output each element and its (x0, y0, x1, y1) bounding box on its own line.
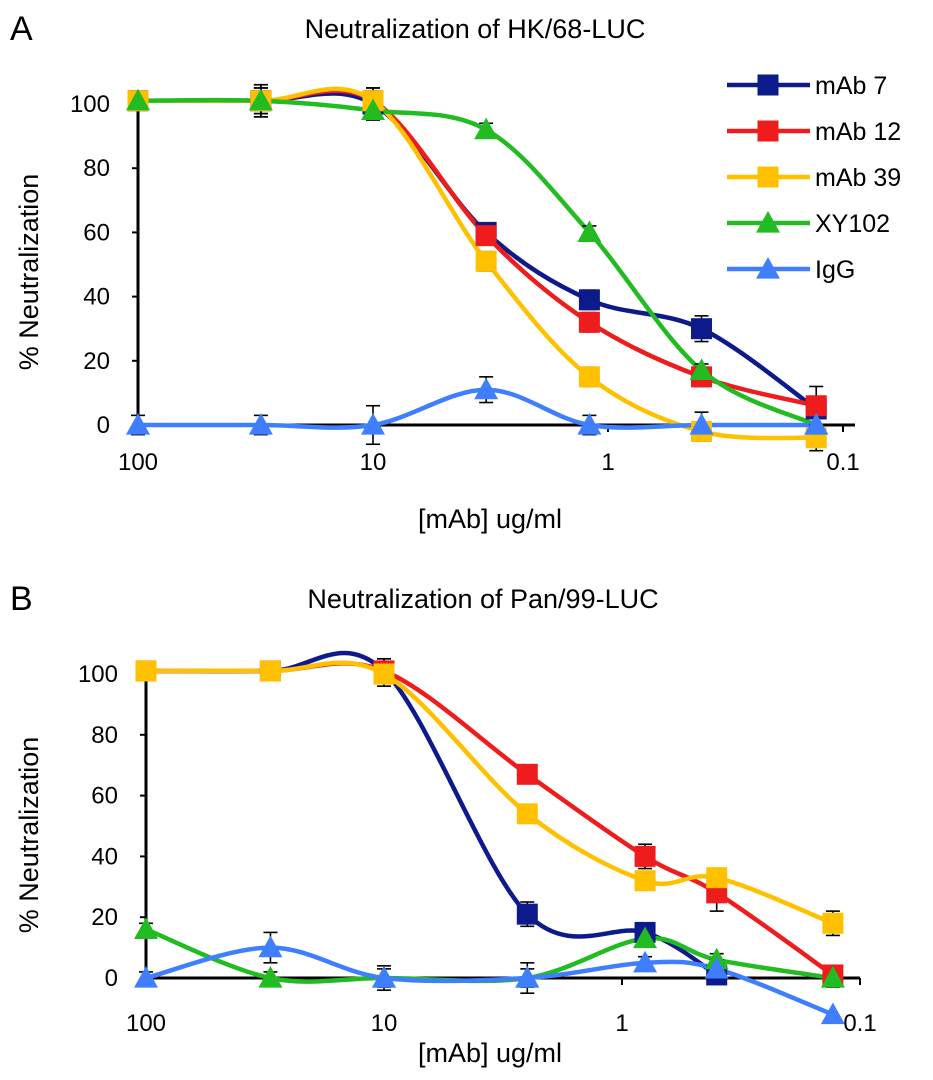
panel-letter-a: A (10, 10, 33, 48)
data-point-b-mab-39-2 (373, 663, 395, 685)
y-tick-label-b-40: 40 (91, 843, 118, 870)
data-point-b-igg-6 (820, 1002, 845, 1025)
x-tick-label-a-100: 100 (118, 449, 158, 476)
y-tick-label-a-60: 60 (83, 219, 110, 246)
data-point-a-xy102-2 (361, 98, 385, 121)
legend-marker (757, 74, 779, 96)
data-point-b-mab-39-4 (634, 870, 656, 892)
data-point-b-igg-2 (372, 966, 396, 988)
data-point-b-igg-3 (515, 966, 540, 988)
legend-item-mab-12: mAb 12 (727, 118, 901, 146)
data-point-b-xy102-6 (820, 966, 845, 988)
x-tick-label-a-10: 10 (360, 449, 387, 476)
chart-panel-a: A Neutralization of HK/68-LUC [mAb] ug/m… (10, 10, 901, 534)
x-tick-label-b-10: 10 (371, 1010, 398, 1037)
data-point-a-xy102-0 (126, 88, 150, 111)
data-point-b-mab-39-5 (706, 867, 728, 889)
data-point-b-igg-0 (134, 966, 158, 988)
legend-marker (757, 166, 779, 188)
data-point-b-mab-39-1 (259, 660, 281, 682)
data-point-a-xy102-4 (577, 220, 602, 242)
data-point-a-xy102-1 (248, 88, 273, 111)
chart-title-b: Neutralization of Pan/99-LUC (307, 584, 658, 614)
data-point-b-igg-4 (633, 950, 658, 973)
y-tick-label-b-0: 0 (105, 965, 118, 992)
data-point-a-mab-39-3 (475, 250, 497, 272)
data-point-b-mab-7-3 (516, 903, 538, 925)
data-point-a-igg-5 (689, 413, 714, 435)
data-point-a-igg-2 (361, 413, 385, 435)
data-point-a-igg-6 (804, 413, 829, 435)
y-axis-label-a: % Neutralization (14, 174, 44, 371)
data-point-a-xy102-3 (474, 117, 499, 140)
data-point-a-mab-12-4 (578, 311, 600, 333)
legend-label: IgG (815, 256, 855, 284)
legend-item-igg: IgG (727, 256, 855, 284)
x-tick-label-a-0-1: 0.1 (826, 449, 859, 476)
data-point-b-igg-1 (258, 935, 283, 958)
legend-label: mAb 12 (815, 118, 901, 146)
legend-label: mAb 7 (815, 72, 887, 100)
series-line-b-mab-12 (143, 661, 836, 978)
data-point-b-xy102-4 (633, 926, 658, 949)
y-tick-label-a-80: 80 (83, 155, 110, 182)
data-point-a-xy102-5 (689, 358, 714, 381)
legend-marker (757, 120, 779, 142)
data-point-a-mab-12-3 (475, 225, 497, 247)
data-point-a-mab-39-4 (578, 366, 600, 388)
data-point-b-mab-39-3 (516, 803, 538, 825)
y-axis-label-b: % Neutralization (14, 737, 44, 934)
x-tick-label-b-0-1: 0.1 (843, 1010, 876, 1037)
series-line-b-igg (143, 945, 836, 1017)
y-tick-label-b-60: 60 (91, 783, 118, 810)
legend-label: mAb 39 (815, 164, 901, 192)
x-tick-label-b-100: 100 (126, 1010, 166, 1037)
legend-item-mab-39: mAb 39 (727, 164, 901, 192)
data-point-a-igg-0 (126, 413, 150, 435)
y-tick-label-b-100: 100 (78, 661, 118, 688)
data-point-b-mab-39-0 (135, 660, 157, 682)
data-point-a-igg-4 (577, 413, 602, 435)
y-tick-label-a-100: 100 (70, 91, 110, 118)
data-point-b-xy102-0 (134, 917, 158, 939)
data-point-a-mab-7-5 (691, 318, 713, 340)
y-tick-label-a-0: 0 (97, 412, 110, 439)
x-tick-label-b-1: 1 (615, 1010, 628, 1037)
x-tick-label-a-1: 1 (601, 449, 614, 476)
data-point-b-igg-5 (704, 956, 729, 979)
panel-letter-b: B (10, 580, 33, 618)
legend: mAb 7 mAb 12 mAb 39 XY102 IgG (727, 72, 901, 284)
legend-label: XY102 (815, 210, 890, 238)
data-point-a-igg-3 (474, 377, 499, 400)
data-point-b-mab-12-3 (516, 763, 538, 785)
data-point-b-mab-39-6 (822, 912, 844, 934)
chart-panel-b: B Neutralization of Pan/99-LUC [mAb] ug/… (10, 580, 877, 1068)
series-line-b-mab-39 (143, 660, 836, 926)
x-axis-label-b: [mAb] ug/ml (418, 1038, 562, 1068)
y-tick-label-b-80: 80 (91, 722, 118, 749)
data-point-a-igg-1 (248, 413, 273, 435)
y-tick-label-a-20: 20 (83, 348, 110, 375)
chart-title-a: Neutralization of HK/68-LUC (305, 14, 646, 44)
data-point-a-mab-7-4 (578, 289, 600, 311)
legend-item-mab-7: mAb 7 (727, 72, 887, 100)
legend-item-xy102: XY102 (727, 210, 890, 238)
data-point-b-mab-12-4 (634, 845, 656, 867)
legend-marker (756, 257, 780, 279)
legend-marker (756, 211, 780, 233)
y-tick-label-b-20: 20 (91, 904, 118, 931)
data-point-a-mab-12-6 (805, 395, 827, 417)
data-point-b-xy102-1 (258, 966, 283, 988)
y-tick-label-a-40: 40 (83, 284, 110, 311)
x-axis-label-a: [mAb] ug/ml (418, 504, 562, 534)
